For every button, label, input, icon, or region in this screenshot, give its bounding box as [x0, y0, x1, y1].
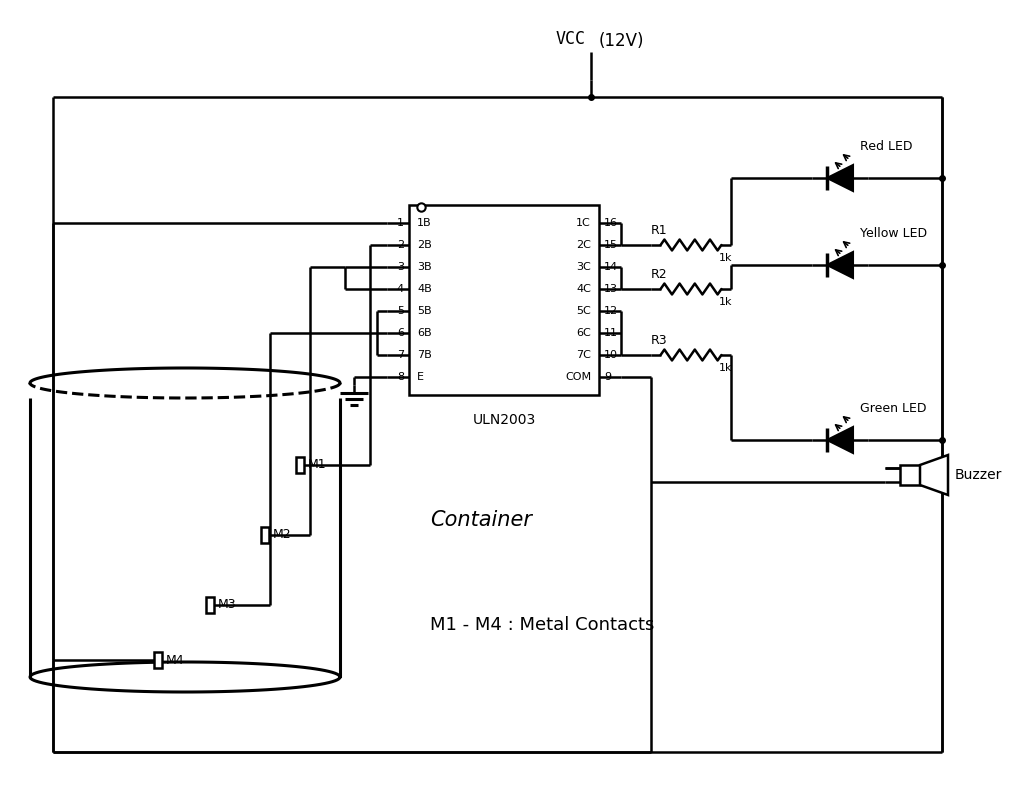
- Text: Container: Container: [430, 510, 532, 530]
- Text: 5B: 5B: [417, 306, 432, 316]
- Text: M4: M4: [166, 654, 184, 666]
- Text: 10: 10: [604, 350, 618, 360]
- Text: ULN2003: ULN2003: [472, 413, 536, 427]
- Text: (12V): (12V): [599, 32, 644, 50]
- Text: E: E: [417, 372, 424, 382]
- Polygon shape: [920, 455, 948, 495]
- Text: 4B: 4B: [417, 284, 432, 294]
- Text: 7: 7: [397, 350, 404, 360]
- Text: 1k: 1k: [719, 363, 732, 373]
- Text: VCC: VCC: [556, 30, 586, 48]
- Bar: [261, 527, 269, 543]
- Bar: [900, 465, 920, 485]
- Bar: [206, 597, 214, 613]
- Bar: [296, 457, 304, 473]
- Text: R3: R3: [651, 334, 668, 347]
- Text: 4C: 4C: [577, 284, 591, 294]
- Text: 5C: 5C: [577, 306, 591, 316]
- Text: M1: M1: [308, 459, 327, 472]
- Text: 6B: 6B: [417, 328, 432, 338]
- Text: R1: R1: [651, 224, 668, 237]
- Text: 2B: 2B: [417, 240, 432, 250]
- Text: 6C: 6C: [577, 328, 591, 338]
- Polygon shape: [827, 427, 853, 453]
- Text: 7C: 7C: [577, 350, 591, 360]
- Text: M2: M2: [273, 528, 292, 542]
- Text: 3B: 3B: [417, 262, 432, 272]
- Text: 1C: 1C: [577, 218, 591, 228]
- Text: 2: 2: [397, 240, 404, 250]
- Text: 9: 9: [604, 372, 611, 382]
- Text: Yellow LED: Yellow LED: [860, 227, 927, 240]
- Text: Buzzer: Buzzer: [955, 468, 1002, 482]
- Text: M1 - M4 : Metal Contacts: M1 - M4 : Metal Contacts: [430, 616, 654, 634]
- Polygon shape: [827, 165, 853, 191]
- Bar: [409, 205, 599, 395]
- Text: 1: 1: [397, 218, 404, 228]
- Text: Red LED: Red LED: [860, 140, 912, 153]
- Text: 12: 12: [604, 306, 618, 316]
- Text: 7B: 7B: [417, 350, 432, 360]
- Bar: [154, 652, 162, 668]
- Text: 3C: 3C: [577, 262, 591, 272]
- Text: 15: 15: [604, 240, 618, 250]
- Text: 16: 16: [604, 218, 618, 228]
- Text: 8: 8: [397, 372, 404, 382]
- Polygon shape: [827, 252, 853, 278]
- Text: 14: 14: [604, 262, 618, 272]
- Text: 1B: 1B: [417, 218, 432, 228]
- Text: 2C: 2C: [577, 240, 591, 250]
- Text: M3: M3: [218, 598, 237, 611]
- Text: 13: 13: [604, 284, 618, 294]
- Text: 5: 5: [397, 306, 404, 316]
- Text: COM: COM: [565, 372, 591, 382]
- Text: 4: 4: [397, 284, 404, 294]
- Text: 1k: 1k: [719, 297, 732, 307]
- Text: 6: 6: [397, 328, 404, 338]
- Text: 3: 3: [397, 262, 404, 272]
- Text: Green LED: Green LED: [860, 402, 927, 415]
- Text: 11: 11: [604, 328, 618, 338]
- Text: 1k: 1k: [719, 253, 732, 263]
- Text: R2: R2: [651, 268, 668, 281]
